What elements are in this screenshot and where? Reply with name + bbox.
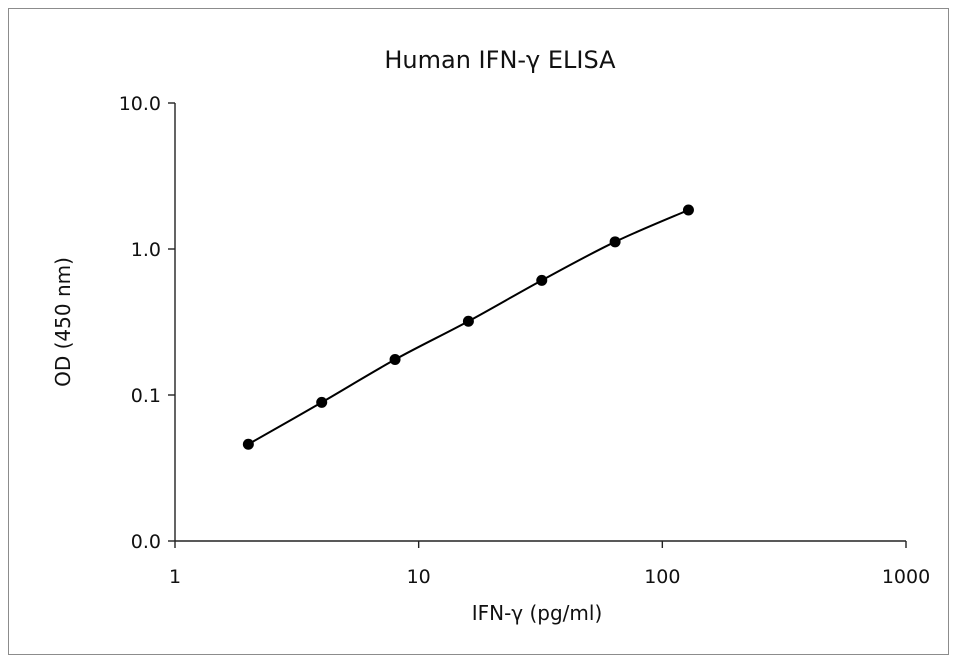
data-point <box>316 396 328 408</box>
series-line <box>247 209 689 446</box>
x-tick-label: 1 <box>169 566 181 588</box>
plot-area <box>242 204 694 450</box>
chart-frame <box>8 8 949 655</box>
y-tick-label: 1.0 <box>131 239 161 261</box>
chart-title: Human IFN-γ ELISA <box>384 46 616 74</box>
x-tick-label: 10 <box>407 566 431 588</box>
data-point <box>462 315 474 327</box>
data-point <box>242 438 254 450</box>
x-axis-title: IFN-γ (pg/ml) <box>472 601 603 625</box>
x-tick-label: 1000 <box>882 566 930 588</box>
y-tick-label: 10.0 <box>119 93 161 115</box>
axes: 1 10 100 1000 0.0 0.1 1.0 10.0 <box>119 93 930 588</box>
data-point <box>536 274 548 286</box>
data-point <box>682 204 694 216</box>
y-tick-label: 0.0 <box>131 531 161 553</box>
data-point <box>389 354 401 366</box>
y-tick-label: 0.1 <box>131 385 161 407</box>
y-axis-title: OD (450 nm) <box>51 257 75 387</box>
data-point <box>609 236 621 248</box>
x-tick-label: 100 <box>644 566 680 588</box>
